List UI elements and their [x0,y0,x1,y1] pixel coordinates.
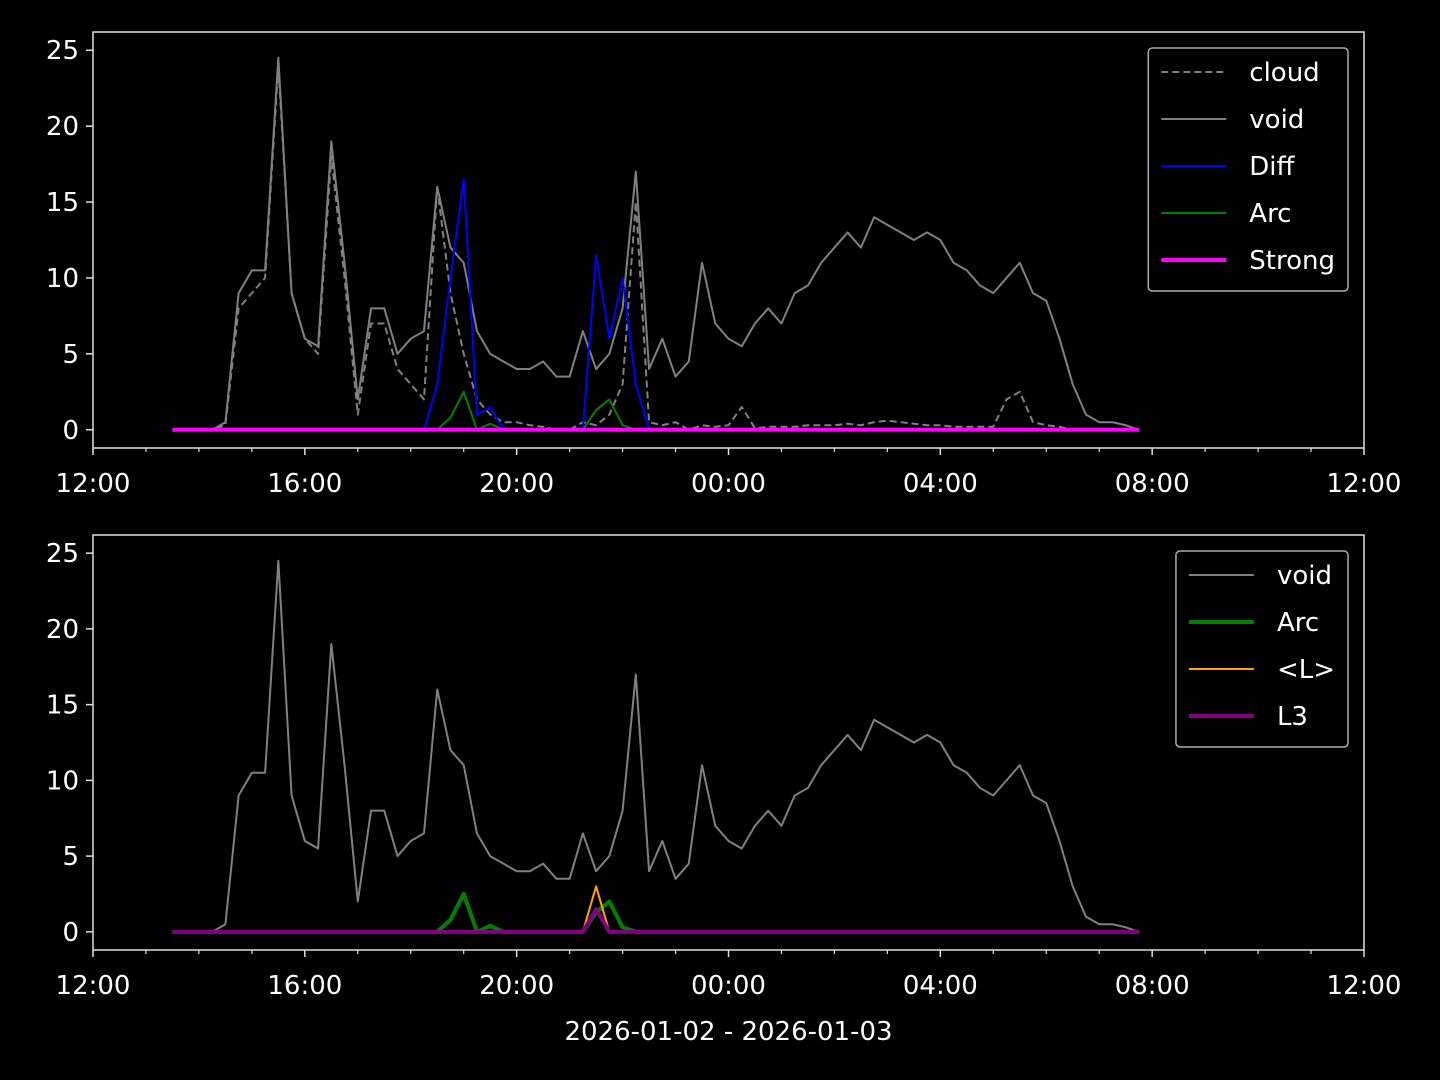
x-tick-label: 04:00 [903,469,978,499]
x-tick-label: 20:00 [479,469,554,499]
x-tick-label: 16:00 [267,971,342,1001]
x-tick-label: 04:00 [903,971,978,1001]
legend-label: <L> [1277,655,1335,685]
legend-label: L3 [1277,702,1308,732]
x-tick-label: 00:00 [691,971,766,1001]
legend-label: Arc [1249,199,1291,229]
legend-frame [1175,550,1349,748]
y-tick-label: 10 [46,766,79,796]
legend-label: Strong [1249,246,1335,276]
y-tick-label: 5 [62,842,79,872]
y-tick-label: 20 [46,615,79,645]
x-tick-label: 08:00 [1115,971,1190,1001]
x-tick-label: 08:00 [1115,469,1190,499]
y-tick-label: 15 [46,691,79,721]
y-tick-label: 10 [46,264,79,294]
legend-frame [1147,47,1349,292]
plot-area [172,559,1140,934]
y-tick-label: 25 [46,36,79,66]
series-line [172,56,1140,431]
legend-label: Diff [1249,152,1295,182]
x-tick-label: 12:00 [1327,971,1402,1001]
x-axis-label: 2026-01-02 - 2026-01-03 [564,1017,892,1047]
legend: void Arc <L> L3 [1175,550,1349,748]
plot-area [172,56,1140,432]
series-line [172,64,1139,431]
y-tick-label: 25 [46,539,79,569]
x-tick-label: 12:00 [56,469,131,499]
y-tick-label: 15 [46,188,79,218]
axes-frame [92,534,1365,951]
x-tick-label: 00:00 [691,469,766,499]
y-tick-label: 5 [62,340,79,370]
x-tick-label: 12:00 [1327,469,1402,499]
x-tick-label: 16:00 [267,469,342,499]
y-tick-label: 0 [62,416,79,446]
legend-label: void [1249,105,1304,135]
legend-label: void [1277,561,1332,591]
series-line [172,559,1140,933]
axes-frame [92,31,1365,449]
legend-label: Arc [1277,608,1319,638]
y-tick-label: 20 [46,112,79,142]
series-line [172,907,1139,934]
x-tick-label: 12:00 [56,971,131,1001]
legend-label: cloud [1249,58,1319,88]
x-tick-label: 20:00 [479,971,554,1001]
legend: cloud void Diff Arc Strong [1147,47,1349,292]
y-tick-label: 0 [62,918,79,948]
